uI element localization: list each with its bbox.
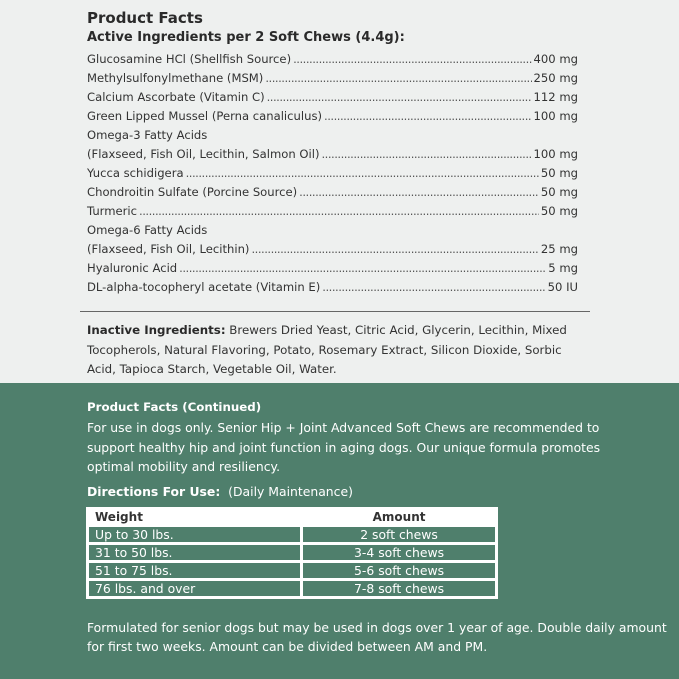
ingredient-amount: 50 mg	[540, 203, 578, 218]
ingredient-name: Omega-3 Fatty Acids	[87, 127, 208, 142]
ingredient-amount: 50 mg	[540, 165, 578, 180]
amount-cell: 5-6 soft chews	[303, 563, 495, 578]
active-ingredients-panel: Product Facts Active Ingredients per 2 S…	[0, 0, 679, 383]
directions-heading: Directions For Use: (Daily Maintenance)	[87, 484, 353, 499]
product-facts-title: Product Facts	[87, 9, 203, 27]
inactive-ingredients: Inactive Ingredients: Brewers Dried Yeas…	[87, 321, 577, 380]
dot-leader	[322, 280, 545, 294]
table-row: 76 lbs. and over 7-8 soft chews	[89, 581, 495, 596]
weight-cell: 51 to 75 lbs.	[89, 563, 301, 578]
dot-leader	[139, 204, 539, 218]
ingredient-amount: 100 mg	[533, 108, 578, 123]
ingredient-amount: 5 mg	[548, 260, 578, 275]
ingredient-row: Yucca schidigera 50 mg	[87, 163, 578, 182]
table-row: Up to 30 lbs. 2 soft chews	[89, 527, 495, 542]
directions-label: Directions For Use:	[87, 484, 221, 499]
weight-cell: 76 lbs. and over	[89, 581, 301, 596]
ingredient-amount: 112 mg	[533, 89, 578, 104]
ingredient-row: Green Lipped Mussel (Perna canaliculus) 1…	[87, 106, 578, 125]
ingredient-row: Hyaluronic Acid 5 mg	[87, 258, 578, 277]
ingredient-name: Omega-6 Fatty Acids	[87, 222, 208, 237]
ingredient-amount: 250 mg	[533, 70, 578, 85]
weight-cell: Up to 30 lbs.	[89, 527, 301, 542]
ingredient-row: Turmeric 50 mg	[87, 201, 578, 220]
ingredient-name: Turmeric	[87, 203, 138, 218]
amount-cell: 3-4 soft chews	[303, 545, 495, 560]
ingredient-amount: 25 mg	[540, 241, 578, 256]
dot-leader	[322, 147, 532, 161]
ingredient-amount: 50 mg	[540, 184, 578, 199]
ingredient-name: (Flaxseed, Fish Oil, Lecithin)	[87, 241, 250, 256]
ingredient-name: Glucosamine HCl (Shellfish Source)	[87, 51, 292, 66]
dot-leader	[179, 261, 546, 275]
ingredient-name: Methylsulfonylmethane (MSM)	[87, 70, 264, 85]
continued-panel: Product Facts (Continued) For use in dog…	[0, 383, 679, 679]
dosage-table: Weight Amount Up to 30 lbs. 2 soft chews 3…	[86, 507, 498, 599]
dot-leader	[299, 185, 539, 199]
ingredient-row: (Flaxseed, Fish Oil, Lecithin) 25 mg	[87, 239, 578, 258]
weight-cell: 31 to 50 lbs.	[89, 545, 301, 560]
ingredient-row: DL-alpha-tocopheryl acetate (Vitamin E) 5…	[87, 277, 578, 296]
ingredient-amount: 100 mg	[533, 146, 578, 161]
dot-leader	[251, 242, 538, 256]
ingredient-name: Yucca schidigera	[87, 165, 184, 180]
ingredient-row: (Flaxseed, Fish Oil, Lecithin, Salmon Oi…	[87, 144, 578, 163]
table-row: 31 to 50 lbs. 3-4 soft chews	[89, 545, 495, 560]
ingredient-row: Omega-6 Fatty Acids	[87, 220, 578, 239]
dot-leader	[324, 109, 532, 123]
dot-leader	[265, 71, 531, 85]
ingredient-row: Omega-3 Fatty Acids	[87, 125, 578, 144]
directions-note: (Daily Maintenance)	[228, 484, 353, 499]
inactive-ingredients-label: Inactive Ingredients:	[87, 323, 226, 337]
amount-cell: 2 soft chews	[303, 527, 495, 542]
amount-cell: 7-8 soft chews	[303, 581, 495, 596]
inactive-ingredients-text: Brewers Dried Yeast, Citric Acid, Glycer…	[87, 323, 567, 376]
dot-leader	[186, 166, 539, 180]
dot-leader	[267, 90, 532, 104]
ingredient-amount: 400 mg	[533, 51, 578, 66]
ingredient-name: Chondroitin Sulfate (Porcine Source)	[87, 184, 298, 199]
footer-note: Formulated for senior dogs but may be us…	[87, 620, 667, 654]
dot-leader	[293, 52, 531, 66]
divider	[80, 311, 590, 312]
ingredient-amount: 50 IU	[547, 279, 578, 294]
ingredient-name: (Flaxseed, Fish Oil, Lecithin, Salmon Oi…	[87, 146, 320, 161]
header-weight: Weight	[95, 510, 143, 524]
ingredient-row: Glucosamine HCl (Shellfish Source) 400 mg	[87, 49, 578, 68]
header-amount: Amount	[372, 510, 426, 524]
ingredient-row: Methylsulfonylmethane (MSM) 250 mg	[87, 68, 578, 87]
description: For use in dogs only. Senior Hip + Joint…	[87, 420, 601, 474]
ingredient-name: Calcium Ascorbate (Vitamin C)	[87, 89, 265, 104]
ingredient-name: Hyaluronic Acid	[87, 260, 178, 275]
ingredient-name: Green Lipped Mussel (Perna canaliculus)	[87, 108, 323, 123]
ingredient-name: DL-alpha-tocopheryl acetate (Vitamin E)	[87, 279, 321, 294]
continued-title: Product Facts (Continued)	[87, 400, 262, 414]
active-ingredients-heading: Active Ingredients per 2 Soft Chews (4.4…	[87, 30, 405, 45]
ingredient-row: Calcium Ascorbate (Vitamin C) 112 mg	[87, 87, 578, 106]
ingredient-list: Glucosamine HCl (Shellfish Source) 400 mg…	[87, 49, 578, 296]
ingredient-row: Chondroitin Sulfate (Porcine Source) 50 m…	[87, 182, 578, 201]
table-row: 51 to 75 lbs. 5-6 soft chews	[89, 563, 495, 578]
